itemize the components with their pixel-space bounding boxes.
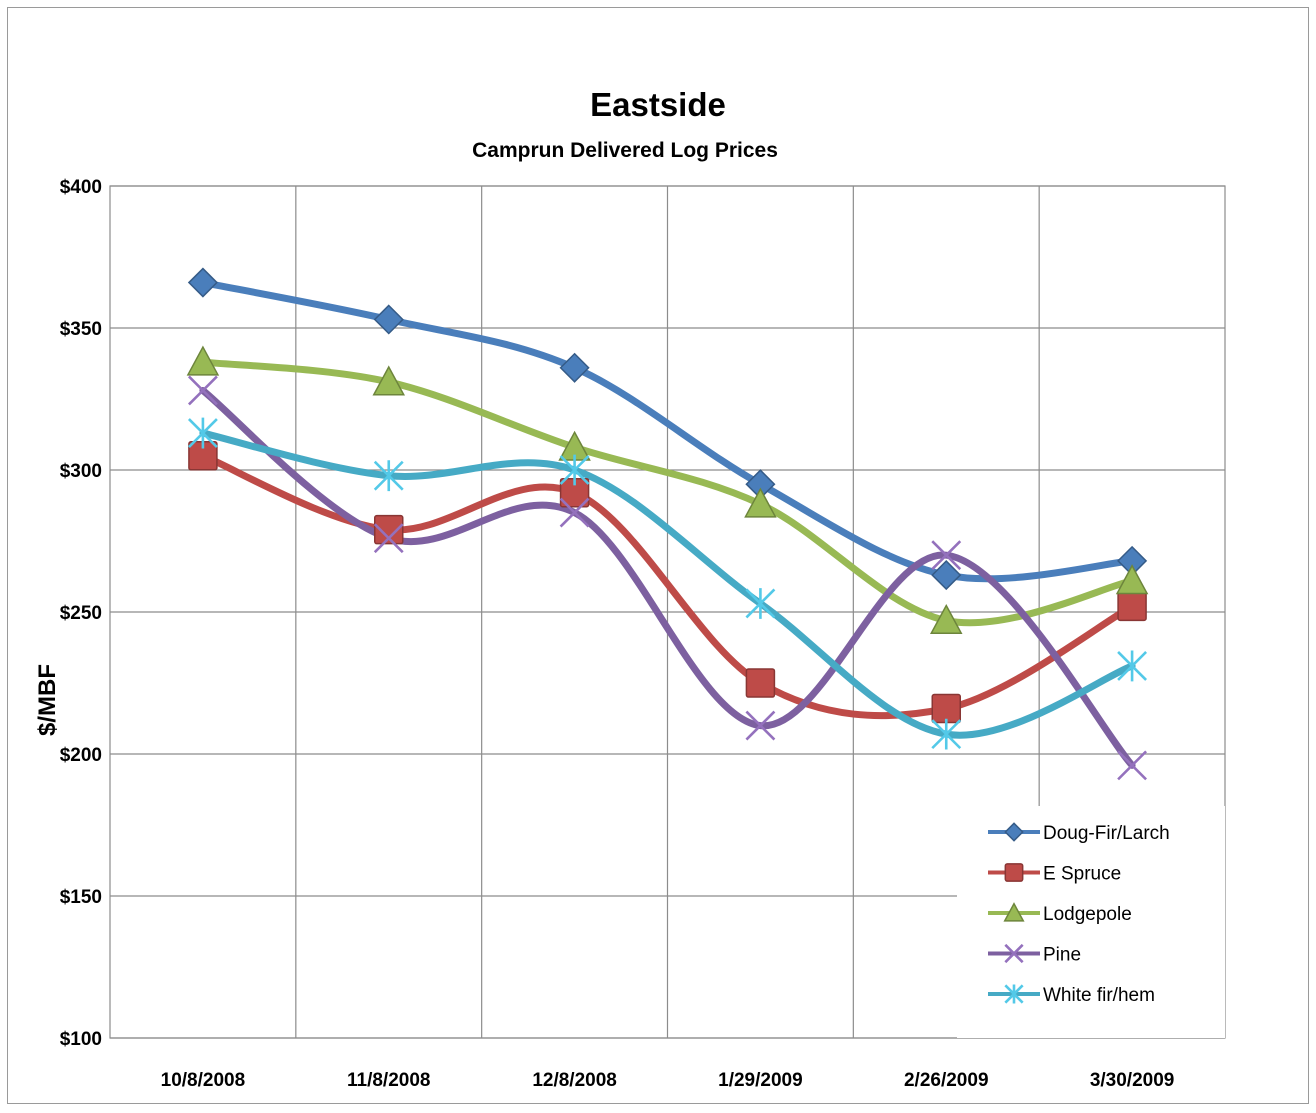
series-markers (186, 267, 1149, 781)
legend-label: White fir/hem (1043, 985, 1155, 1006)
marker-square (931, 693, 961, 724)
marker-star (1004, 984, 1024, 1004)
chart-title: Eastside (590, 86, 726, 123)
chart-subtitle: Camprun Delivered Log Prices (472, 139, 778, 162)
series-lines (199, 279, 1136, 769)
marker-triangle (1115, 564, 1149, 595)
legend-item: Pine (988, 943, 1081, 966)
marker-triangle (186, 345, 220, 376)
marker-x (931, 540, 962, 571)
marker-diamond (1004, 822, 1024, 842)
legend-item: Doug-Fir/Larch (988, 822, 1170, 844)
y-tick-label: $350 (60, 319, 102, 340)
marker-star (1117, 650, 1147, 682)
marker-triangle (929, 603, 963, 635)
marker-diamond (187, 267, 218, 298)
marker-square (1117, 591, 1147, 622)
y-tick-label: $100 (60, 1029, 102, 1050)
marker-x (1004, 943, 1024, 964)
x-tick-label: 3/30/2009 (1090, 1070, 1175, 1091)
marker-x (745, 710, 776, 741)
legend-item: Lodgepole (988, 902, 1132, 925)
x-tick-label: 12/8/2008 (532, 1070, 617, 1091)
marker-triangle (744, 487, 777, 518)
marker-x (187, 375, 218, 406)
y-tick-label: $400 (60, 177, 102, 198)
marker-x (559, 497, 590, 528)
legend-label: Lodgepole (1043, 904, 1132, 925)
marker-star (187, 417, 218, 449)
x-tick-label: 2/26/2009 (904, 1070, 989, 1091)
marker-square (374, 514, 404, 545)
legend-box (957, 806, 1225, 1038)
x-tick-label: 10/8/2008 (161, 1070, 246, 1091)
axis-labels: $100 $150 $200 $250 $300 $350 $400 10/8/2008 11/… (60, 177, 1175, 1091)
series-line (199, 358, 1136, 627)
marker-x (1117, 750, 1147, 781)
legend-item: White fir/hem (988, 984, 1155, 1006)
x-tick-label: 1/29/2009 (718, 1070, 803, 1091)
marker-triangle (1003, 902, 1025, 922)
legend-label: Doug-Fir/Larch (1043, 823, 1170, 844)
marker-triangle (372, 365, 406, 396)
marker-star (373, 460, 404, 492)
marker-diamond (931, 560, 962, 591)
legend: Doug-Fir/Larch E Spruce Lodgepole Pine White… (957, 806, 1225, 1038)
marker-x (373, 523, 404, 554)
marker-diamond (559, 352, 590, 383)
y-tick-label: $150 (60, 887, 102, 908)
y-tick-label: $250 (60, 603, 102, 624)
marker-diamond (373, 304, 404, 335)
legend-label: E Spruce (1043, 864, 1121, 885)
marker-star (559, 454, 590, 486)
y-tick-label: $200 (60, 745, 102, 766)
legend-item: E Spruce (988, 863, 1121, 885)
marker-star (931, 718, 962, 750)
marker-star (745, 588, 776, 619)
series-line (199, 279, 1136, 583)
y-axis-title: $/MBF (34, 664, 61, 736)
marker-square (745, 668, 776, 698)
x-tick-label: 11/8/2008 (347, 1070, 430, 1091)
series-line (199, 429, 1136, 739)
marker-square (1004, 863, 1024, 882)
y-tick-label: $300 (60, 461, 102, 482)
legend-label: Pine (1043, 945, 1081, 966)
